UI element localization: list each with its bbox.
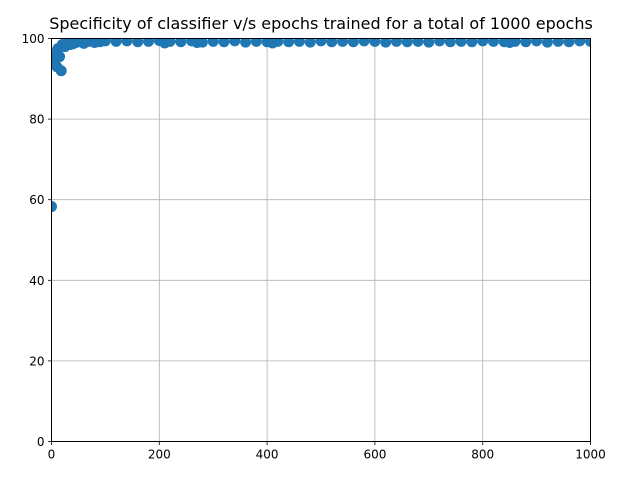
data-point	[552, 38, 564, 47]
y-tick-label: 60	[29, 193, 44, 207]
data-point	[164, 38, 176, 47]
y-tick-label: 100	[22, 32, 45, 46]
data-point	[434, 38, 446, 47]
data-point	[347, 38, 359, 48]
data-point	[121, 38, 133, 47]
grid	[51, 38, 591, 442]
chart-title: Specificity of classifier v/s epochs tra…	[49, 14, 593, 33]
data-points	[51, 38, 591, 213]
data-point	[412, 38, 424, 47]
data-point	[175, 38, 187, 48]
y-axis-ticks: 0 20 40 60 80 100	[22, 32, 52, 449]
data-point	[218, 38, 230, 48]
data-point	[369, 38, 381, 47]
data-point	[315, 38, 327, 47]
y-tick-label: 40	[29, 274, 44, 288]
data-point	[520, 38, 532, 48]
plot-frame	[51, 38, 591, 442]
x-axis-ticks: 0 200 400 600 800 1000	[48, 441, 606, 462]
data-point	[304, 38, 316, 48]
y-tick-label: 80	[29, 113, 44, 127]
data-point	[574, 38, 586, 47]
data-point	[240, 38, 252, 48]
data-point	[477, 38, 489, 47]
data-point	[196, 38, 208, 48]
data-point	[466, 38, 478, 48]
data-point	[55, 65, 67, 77]
data-point	[272, 38, 284, 47]
data-point	[110, 38, 122, 47]
data-point	[337, 38, 349, 47]
data-point	[585, 38, 591, 47]
data-point	[487, 38, 499, 47]
x-tick-label: 1000	[575, 448, 606, 462]
data-point	[143, 38, 155, 47]
data-point	[283, 38, 295, 48]
data-point	[358, 38, 370, 47]
y-tick-label: 20	[29, 354, 44, 368]
x-tick-label: 800	[471, 448, 494, 462]
data-point	[444, 38, 456, 48]
data-point	[455, 38, 467, 47]
data-point	[99, 38, 111, 47]
data-point	[250, 38, 262, 47]
data-point	[51, 201, 57, 213]
data-point	[326, 38, 338, 48]
data-point	[390, 38, 402, 47]
data-point	[423, 38, 435, 48]
data-point	[207, 38, 219, 47]
x-tick-label: 600	[363, 448, 386, 462]
data-point	[229, 38, 241, 47]
data-point	[531, 38, 543, 47]
data-point	[509, 38, 521, 47]
y-tick-label: 0	[37, 435, 45, 449]
data-point	[54, 51, 66, 63]
data-point	[401, 38, 413, 48]
x-tick-label: 0	[48, 448, 56, 462]
x-tick-label: 200	[148, 448, 171, 462]
data-point	[132, 38, 144, 48]
data-point	[293, 38, 305, 47]
data-point	[563, 38, 575, 48]
data-point	[380, 38, 392, 48]
data-point	[541, 38, 553, 48]
x-tick-label: 400	[256, 448, 279, 462]
